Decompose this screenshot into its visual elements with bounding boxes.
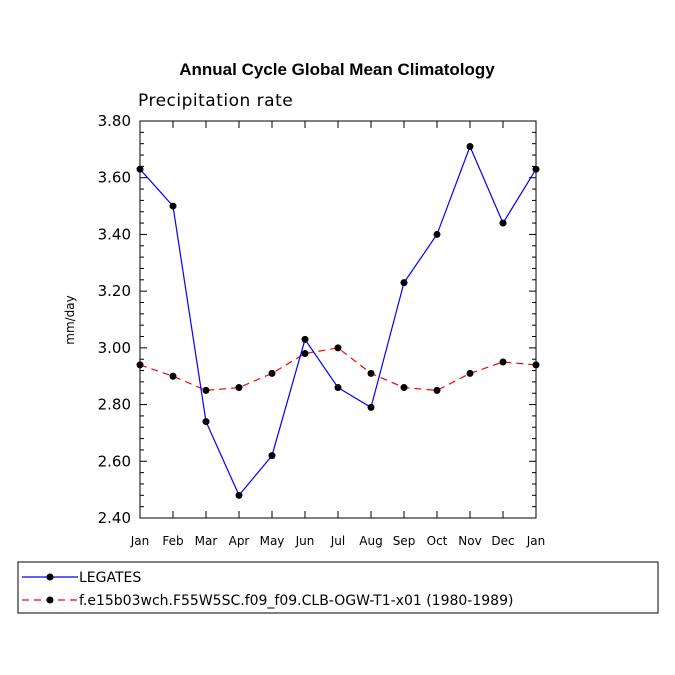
legend-marker-model <box>46 596 54 604</box>
data-point <box>268 369 276 377</box>
x-tick-label: Aug <box>359 534 382 548</box>
data-point <box>532 165 540 173</box>
plot-frame <box>139 120 537 519</box>
data-point <box>334 344 342 352</box>
data-point <box>400 384 408 392</box>
legend-label-model: f.e15b03wch.F55W5SC.f09_f09.CLB-OGW-T1-x… <box>79 593 513 609</box>
plot-area <box>139 120 537 519</box>
series-legates <box>136 143 540 499</box>
x-tick-label: Dec <box>491 534 514 548</box>
data-point <box>334 384 342 392</box>
data-point <box>136 361 144 369</box>
legend-item-legates: LEGATES <box>22 570 141 586</box>
data-point <box>301 335 309 343</box>
y-axis-label: mm/day <box>63 295 77 345</box>
y-tick-label: 3.00 <box>98 339 131 357</box>
chart-title: Annual Cycle Global Mean Climatology <box>179 60 495 79</box>
data-point <box>169 372 177 380</box>
data-point <box>499 219 507 227</box>
series-line <box>139 347 537 392</box>
y-tick-label: 3.80 <box>98 112 131 130</box>
y-tick-label: 2.40 <box>98 509 131 527</box>
data-point <box>532 361 540 369</box>
x-tick-label: Mar <box>195 534 218 548</box>
x-tick-label: Nov <box>458 534 481 548</box>
data-point <box>235 491 243 499</box>
series-layer <box>136 143 540 499</box>
y-axis-ticks: 2.40 2.60 2.80 3.00 3.20 3.40 3.60 3.80 <box>98 112 536 527</box>
data-point <box>367 369 375 377</box>
chart-subtitle: Precipitation rate <box>138 91 293 111</box>
x-tick-label: Jul <box>330 534 345 548</box>
data-point <box>499 358 507 366</box>
data-point <box>169 202 177 210</box>
data-point <box>136 165 144 173</box>
legend-label-legates: LEGATES <box>79 570 141 586</box>
legend-box <box>17 561 659 614</box>
x-tick-label: May <box>260 534 285 548</box>
x-axis-ticks: Jan Feb Mar Apr May Jun Jul Aug Sep Oct Nov Dec Jan <box>130 121 546 548</box>
data-point <box>466 143 474 151</box>
y-tick-label: 3.40 <box>98 225 131 243</box>
series-line <box>139 144 537 497</box>
series-model <box>136 344 540 394</box>
y-tick-label: 2.80 <box>98 396 131 414</box>
x-tick-label: Sep <box>393 534 416 548</box>
x-tick-label: Apr <box>229 534 250 548</box>
x-tick-label: Jan <box>130 534 150 548</box>
x-tick-label: Jun <box>295 534 315 548</box>
legend-item-model: f.e15b03wch.F55W5SC.f09_f09.CLB-OGW-T1-x… <box>22 593 513 609</box>
data-point <box>202 386 210 394</box>
x-tick-label: Jan <box>526 534 546 548</box>
legend-marker-legates <box>46 573 54 581</box>
data-point <box>466 369 474 377</box>
y-tick-label: 2.60 <box>98 452 131 470</box>
y-tick-label: 3.20 <box>98 282 131 300</box>
data-point <box>433 230 441 238</box>
data-point <box>433 386 441 394</box>
data-point <box>400 279 408 287</box>
data-point <box>301 350 309 358</box>
data-point <box>367 403 375 411</box>
data-point <box>235 384 243 392</box>
x-tick-label: Feb <box>162 534 183 548</box>
x-tick-label: Oct <box>427 534 448 548</box>
legend: LEGATES f.e15b03wch.F55W5SC.f09_f09.CLB-… <box>17 561 659 614</box>
data-point <box>268 452 276 460</box>
y-tick-label: 3.60 <box>98 169 131 187</box>
data-point <box>202 418 210 426</box>
